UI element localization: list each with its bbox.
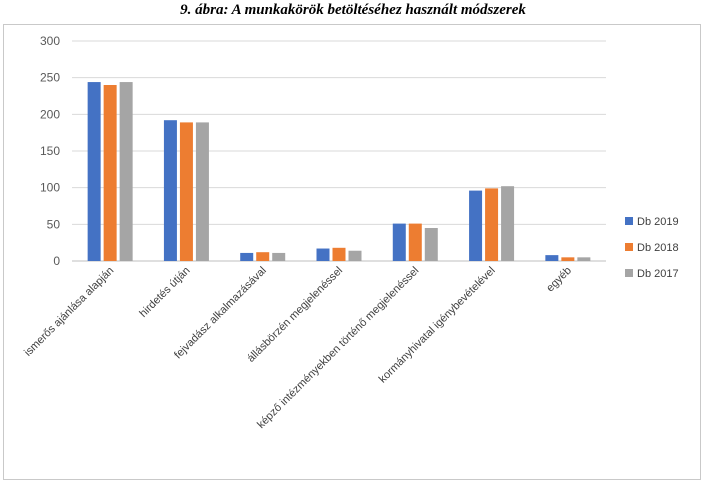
gridlines (72, 40, 606, 262)
bar (392, 223, 406, 261)
bar (87, 82, 101, 261)
y-tick-label: 50 (47, 217, 61, 231)
bar (240, 252, 254, 261)
bar (179, 122, 193, 262)
bar (348, 250, 362, 261)
x-tick-label: egyéb (544, 265, 574, 295)
bar (561, 257, 575, 261)
y-tick-label: 150 (40, 144, 60, 158)
bar (424, 228, 438, 261)
legend: Db 2019 Db 2018 Db 2017 (625, 216, 679, 280)
chart-frame (3, 24, 701, 480)
bar (103, 85, 117, 261)
x-tick-label: ismerős ajánlása alapján (22, 265, 116, 359)
bar (316, 248, 330, 261)
y-axis-ticks: 0 50 100 150 200 250 300 (40, 34, 60, 268)
bar (332, 247, 346, 261)
figure-title: 9. ábra: A munkakörök betöltéséhez haszn… (180, 2, 526, 18)
bar (272, 252, 286, 261)
bar (577, 257, 591, 261)
bars (87, 82, 591, 262)
legend-label: Db 2018 (637, 242, 679, 254)
bar (469, 190, 483, 261)
y-tick-label: 300 (40, 34, 60, 48)
legend-swatch (625, 269, 633, 277)
x-tick-label: hirdetés útján (137, 265, 192, 320)
legend-swatch (625, 243, 633, 251)
x-axis-labels: ismerős ajánlása alapján hirdetés útjánfe… (22, 265, 574, 431)
bar (195, 122, 209, 262)
bar (256, 252, 270, 261)
y-tick-label: 250 (40, 71, 60, 85)
bar (119, 82, 133, 261)
bar (163, 120, 177, 261)
legend-label: Db 2017 (637, 268, 679, 280)
y-tick-label: 100 (40, 181, 60, 195)
legend-swatch (625, 217, 633, 225)
bar (501, 186, 515, 261)
y-tick-label: 200 (40, 107, 60, 121)
y-tick-label: 0 (53, 254, 60, 268)
bar (408, 223, 422, 261)
bar (545, 255, 559, 261)
bar (485, 188, 499, 261)
legend-label: Db 2019 (637, 216, 679, 228)
x-tick-label: képző intézményekben történő megjelenéss… (255, 265, 421, 431)
